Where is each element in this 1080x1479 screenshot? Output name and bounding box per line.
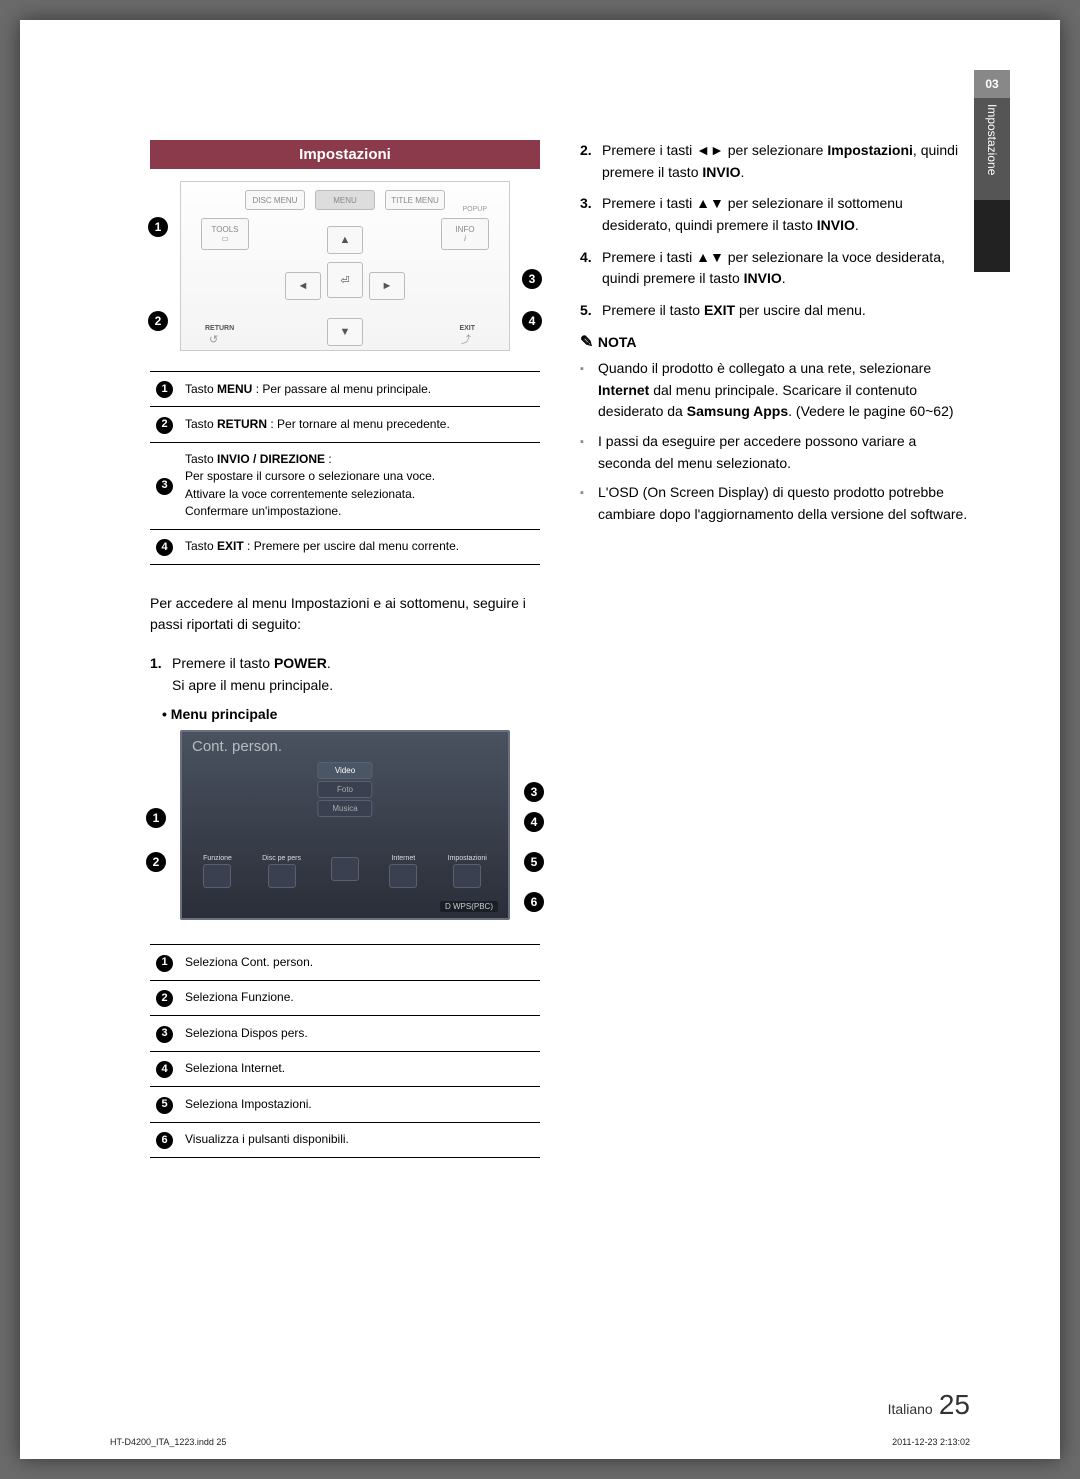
menu-column: Video Foto Musica bbox=[317, 762, 372, 819]
menu-diagram: Cont. person. Video Foto Musica Funzione… bbox=[180, 730, 510, 920]
intro-paragraph: Per accedere al menu Impostazioni e ai s… bbox=[150, 593, 540, 635]
dpad-enter: ⏎ bbox=[327, 262, 363, 298]
popup-label: POPUP bbox=[462, 206, 487, 213]
legend-table-2: 1Seleziona Cont. person.2Seleziona Funzi… bbox=[150, 944, 540, 1158]
manual-page: Impostazioni DISC MENU MENU TITLE MENU T… bbox=[20, 20, 1060, 1459]
step1-text: Premere il tasto POWER.Si apre il menu p… bbox=[172, 653, 333, 696]
info-btn: INFOi bbox=[441, 218, 489, 250]
mcallout-6: 6 bbox=[524, 892, 544, 912]
callout-2: 2 bbox=[148, 311, 168, 331]
menu-wps: D WPS(PBC) bbox=[440, 901, 498, 912]
menu-row: Funzione Disc pe pers Internet Impostazi… bbox=[188, 855, 502, 888]
disc-menu-btn: DISC MENU bbox=[245, 190, 305, 210]
dpad-right: ► bbox=[369, 272, 405, 300]
menu-btn: MENU bbox=[315, 190, 375, 210]
side-tab-label: Impostazione bbox=[974, 98, 1010, 200]
mcallout-2: 2 bbox=[146, 852, 166, 872]
left-column: Impostazioni DISC MENU MENU TITLE MENU T… bbox=[150, 140, 540, 1186]
tools-btn: TOOLS▭ bbox=[201, 218, 249, 250]
nota-list: Quando il prodotto è collegato a una ret… bbox=[580, 358, 970, 526]
indd-left: HT-D4200_ITA_1223.indd 25 bbox=[110, 1437, 226, 1447]
callout-4: 4 bbox=[522, 311, 542, 331]
dpad-down: ▼ bbox=[327, 318, 363, 346]
dpad-left: ◄ bbox=[285, 272, 321, 300]
callout-1: 1 bbox=[148, 217, 168, 237]
right-steps: 2.Premere i tasti ◄► per selezionare Imp… bbox=[580, 140, 970, 322]
side-tab: 03 Impostazione bbox=[974, 70, 1010, 1246]
menu-diagram-wrap: Cont. person. Video Foto Musica Funzione… bbox=[150, 730, 540, 920]
callout-3: 3 bbox=[522, 269, 542, 289]
page-footer: Italiano 25 bbox=[150, 1389, 970, 1421]
menu-head: Cont. person. bbox=[182, 732, 508, 761]
menu-bullet: • Menu principale bbox=[162, 706, 540, 722]
nota-heading: NOTA bbox=[580, 332, 970, 352]
right-column: 2.Premere i tasti ◄► per selezionare Imp… bbox=[580, 140, 970, 1186]
remote-diagram: DISC MENU MENU TITLE MENU TOOLS▭ INFOi P… bbox=[180, 181, 510, 351]
legend-table-1: 1Tasto MENU : Per passare al menu princi… bbox=[150, 371, 540, 565]
return-label: RETURN bbox=[205, 325, 234, 332]
title-menu-btn: TITLE MENU bbox=[385, 190, 445, 210]
dpad-up: ▲ bbox=[327, 226, 363, 254]
step-1: 1.Premere il tasto POWER.Si apre il menu… bbox=[150, 653, 540, 696]
mcallout-4: 4 bbox=[524, 812, 544, 832]
footer-page: 25 bbox=[939, 1389, 970, 1420]
footer-lang: Italiano bbox=[888, 1401, 933, 1417]
mcallout-1: 1 bbox=[146, 808, 166, 828]
mcallout-3: 3 bbox=[524, 782, 544, 802]
section-title: Impostazioni bbox=[150, 140, 540, 169]
indd-footer: HT-D4200_ITA_1223.indd 25 2011-12-23 2:1… bbox=[110, 1437, 970, 1447]
remote-diagram-wrap: DISC MENU MENU TITLE MENU TOOLS▭ INFOi P… bbox=[150, 181, 540, 351]
dpad: ▲ ▼ ◄ ► ⏎ bbox=[285, 226, 405, 346]
mcallout-5: 5 bbox=[524, 852, 544, 872]
indd-right: 2011-12-23 2:13:02 bbox=[892, 1437, 970, 1447]
side-tab-number: 03 bbox=[974, 70, 1010, 98]
